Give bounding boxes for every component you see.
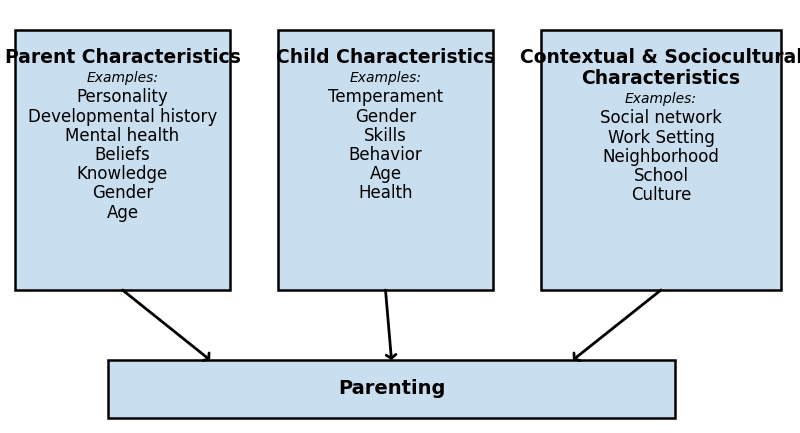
Text: Health: Health — [358, 184, 413, 202]
Text: Social network: Social network — [600, 110, 722, 127]
Text: Mental health: Mental health — [66, 127, 179, 145]
Text: School: School — [634, 167, 689, 185]
Text: Contextual & Sociocultural: Contextual & Sociocultural — [520, 48, 800, 67]
Text: Gender: Gender — [92, 184, 153, 202]
Text: Child Characteristics: Child Characteristics — [276, 48, 495, 67]
Text: Characteristics: Characteristics — [582, 69, 741, 88]
Text: Gender: Gender — [355, 108, 416, 126]
Bar — [541, 30, 781, 290]
Text: Parent Characteristics: Parent Characteristics — [5, 48, 241, 67]
Text: Examples:: Examples: — [625, 92, 697, 106]
Text: Examples:: Examples: — [86, 71, 158, 85]
Text: Developmental history: Developmental history — [28, 108, 217, 126]
Text: Age: Age — [370, 165, 402, 183]
Text: Neighborhood: Neighborhood — [602, 148, 719, 166]
Text: Age: Age — [106, 204, 138, 222]
Text: Behavior: Behavior — [349, 146, 422, 164]
Bar — [15, 30, 230, 290]
Text: Personality: Personality — [77, 88, 168, 107]
Text: Work Setting: Work Setting — [607, 129, 714, 146]
Text: Knowledge: Knowledge — [77, 165, 168, 183]
Text: Examples:: Examples: — [350, 71, 422, 85]
Text: Parenting: Parenting — [338, 379, 445, 398]
Text: Temperament: Temperament — [328, 88, 443, 107]
Bar — [108, 360, 675, 418]
Bar — [278, 30, 493, 290]
Text: Beliefs: Beliefs — [94, 146, 150, 164]
Text: Skills: Skills — [364, 127, 407, 145]
Text: Culture: Culture — [631, 186, 691, 204]
